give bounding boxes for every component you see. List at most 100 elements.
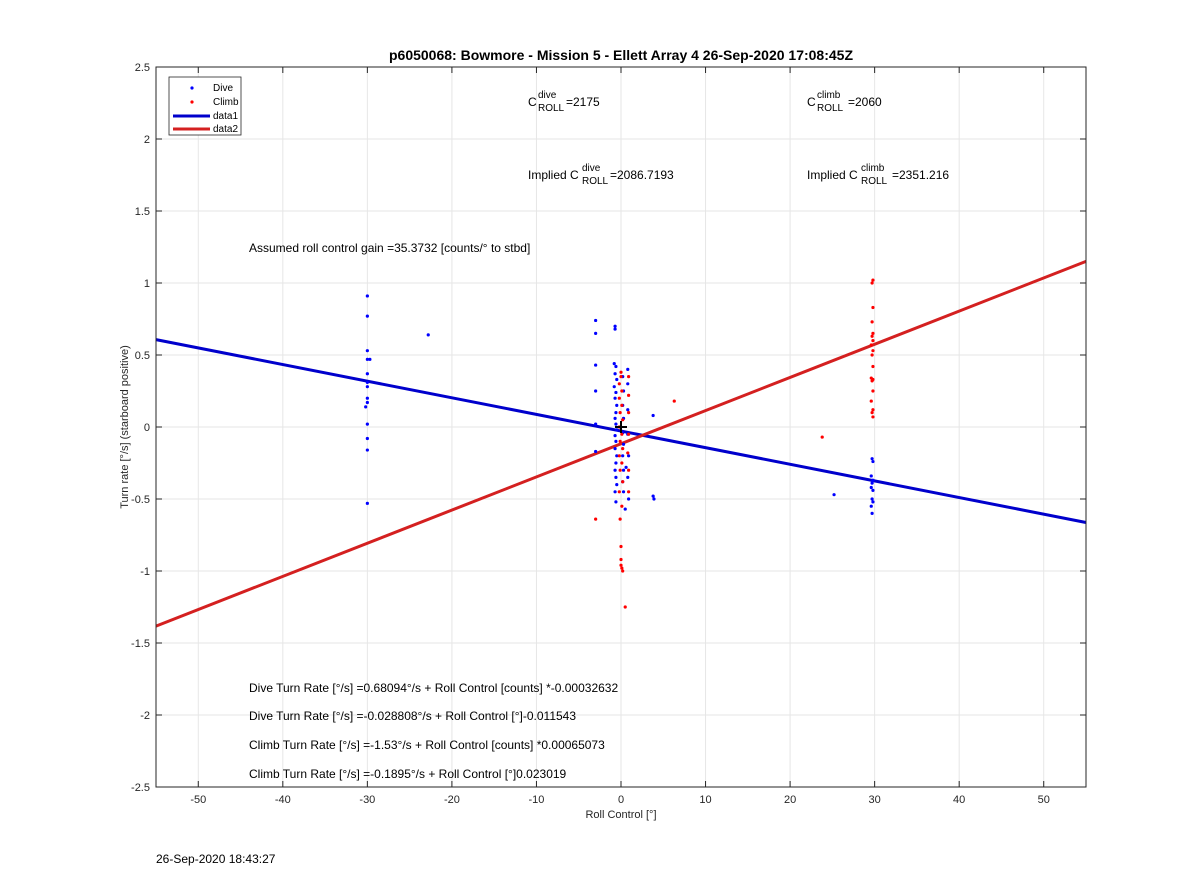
dive-point	[614, 500, 618, 504]
climb-point	[619, 557, 623, 562]
climb-point	[621, 447, 625, 451]
dive-point	[614, 422, 618, 426]
climb-point	[871, 339, 875, 343]
dive-point	[594, 318, 598, 323]
climb-point	[621, 480, 625, 484]
dive-point	[614, 364, 618, 369]
climb-point	[871, 305, 875, 310]
climb-point	[627, 468, 631, 472]
dive-point	[621, 454, 625, 458]
dive-point	[621, 468, 626, 472]
climb-point	[871, 389, 875, 393]
dive-point	[869, 474, 873, 478]
y-tick-label: -2.5	[131, 782, 150, 794]
dive-point	[626, 408, 630, 412]
dive-point	[614, 411, 618, 415]
legend-climb-label: Climb	[213, 97, 239, 108]
dive-point	[368, 357, 372, 361]
dive-point	[624, 465, 628, 469]
y-tick-label: 1	[144, 278, 150, 290]
c-climb-base: C	[807, 95, 816, 109]
print-timestamp: 26-Sep-2020 18:43:27	[156, 852, 276, 866]
dive-point	[870, 511, 874, 515]
legend-box	[168, 76, 242, 136]
gain-annotation: Assumed roll control gain =35.3732 [coun…	[249, 241, 530, 255]
dive-point	[870, 497, 874, 501]
dive-point	[626, 382, 630, 386]
implied-climb-value: =2351.216	[892, 168, 949, 182]
climb-point	[627, 432, 631, 436]
y-tick-label: -1.5	[131, 638, 150, 650]
climb-point	[619, 544, 623, 549]
x-tick-label: -40	[275, 794, 291, 806]
climb-point	[618, 439, 622, 443]
dive-point	[615, 483, 619, 487]
dive-point	[365, 349, 369, 353]
dive-point	[613, 434, 617, 438]
climb-point	[871, 364, 875, 369]
climb-point	[870, 334, 874, 338]
climb-point	[623, 605, 627, 609]
legend-data1-label: data1	[213, 111, 238, 122]
climb-point	[871, 331, 875, 335]
dive-point	[612, 385, 616, 389]
y-tick-label: 1.5	[135, 206, 150, 218]
x-tick-label: 0	[618, 794, 624, 806]
dive-point	[621, 490, 626, 494]
c-climb-sub: ROLL	[817, 103, 844, 114]
x-tick-label: -50	[190, 794, 206, 806]
dive-point	[623, 507, 627, 511]
implied-dive-sup: dive	[582, 163, 601, 174]
climb-point	[618, 468, 622, 472]
dive-point	[626, 475, 630, 479]
dive-point	[614, 461, 618, 465]
y-tick-label: 0.5	[135, 350, 150, 362]
dive-point	[871, 500, 875, 504]
climb-point	[871, 415, 875, 419]
climb-point	[820, 435, 824, 439]
climb-point	[871, 349, 875, 353]
y-tick-label: -2	[140, 710, 150, 722]
x-tick-label: -10	[529, 794, 545, 806]
dive-point	[613, 447, 617, 451]
dive-point	[627, 497, 631, 501]
dive-point	[365, 294, 369, 298]
x-tick-label: -20	[444, 794, 460, 806]
data-points	[364, 278, 875, 609]
x-tick-label: 20	[784, 794, 796, 806]
climb-point	[869, 343, 873, 347]
climb-point	[617, 490, 621, 494]
dive-point	[613, 416, 617, 420]
climb-point	[626, 451, 630, 455]
dive-point	[365, 501, 369, 505]
climb-point	[617, 382, 621, 386]
dive-point	[365, 448, 369, 452]
climb-point	[620, 389, 624, 393]
implied-dive-annotation: Implied C dive ROLL =2086.7193	[528, 163, 674, 187]
dive-point	[615, 454, 619, 458]
climb-point	[627, 490, 631, 494]
dive-point	[613, 490, 617, 494]
dive-point	[365, 400, 369, 405]
climb-point	[621, 418, 625, 422]
dive-point	[832, 493, 836, 497]
climb-point	[627, 411, 631, 415]
climb-point	[870, 379, 874, 383]
dive-point	[613, 396, 617, 400]
dive-point	[365, 385, 369, 389]
climb-point	[617, 396, 621, 400]
dive-point	[651, 413, 655, 418]
climb-point	[871, 408, 875, 412]
dive-point	[614, 439, 618, 443]
dive-point	[869, 485, 873, 490]
y-tick-label: 2	[144, 134, 150, 146]
dive-point	[869, 504, 873, 508]
dive-point	[365, 357, 369, 361]
climb-point	[870, 411, 874, 415]
climb-equation-degrees: Climb Turn Rate [°/s] =-0.1895°/s + Roll…	[249, 767, 567, 781]
climb-point	[620, 403, 624, 407]
dive-point	[365, 436, 369, 441]
climb-point	[619, 375, 623, 379]
legend: Dive Climb data1 data2	[168, 76, 242, 136]
climb-point	[618, 517, 622, 521]
